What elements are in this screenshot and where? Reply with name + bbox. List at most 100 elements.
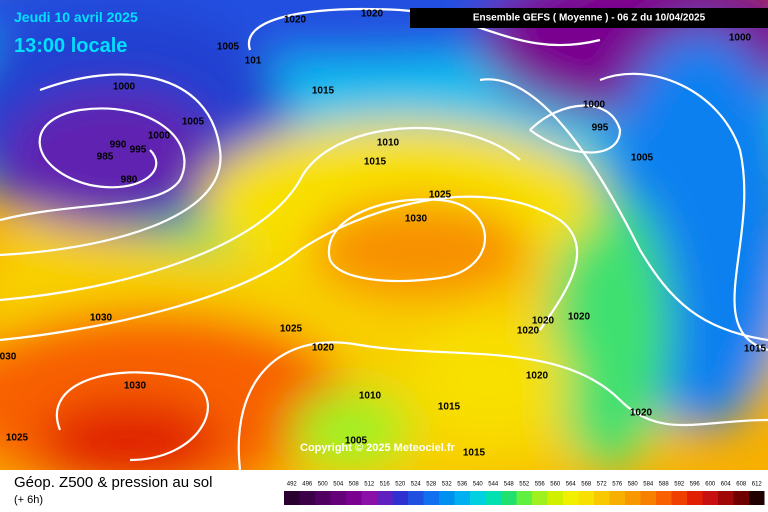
isobar-label: 1015 bbox=[364, 157, 387, 168]
run-info: Ensemble GEFS ( Moyenne ) - 06 Z du 10/0… bbox=[473, 13, 706, 24]
scale-label: 496 bbox=[302, 482, 313, 488]
isobar-label: 1015 bbox=[463, 448, 486, 459]
scale-label: 532 bbox=[442, 482, 453, 488]
scale-cell bbox=[423, 491, 439, 505]
isobar-label: 1005 bbox=[182, 117, 205, 128]
isobar-label: 1020 bbox=[568, 312, 591, 323]
isobar-label: 1020 bbox=[630, 408, 653, 419]
scale-cell bbox=[687, 491, 703, 505]
isobar-label: 1000 bbox=[113, 82, 136, 93]
scale-label: 556 bbox=[535, 482, 546, 488]
isobar-label: 980 bbox=[121, 175, 138, 186]
isobar-label: 1015 bbox=[312, 86, 335, 97]
isobar-label: 1000 bbox=[583, 100, 606, 111]
scale-label: 584 bbox=[643, 482, 654, 488]
scale-label: 564 bbox=[566, 482, 577, 488]
scale-cell bbox=[485, 491, 501, 505]
isobar-label: 1010 bbox=[359, 391, 382, 402]
scale-cell bbox=[671, 491, 687, 505]
scale-cell bbox=[470, 491, 486, 505]
scale-cell bbox=[454, 491, 470, 505]
isobar-label: 1020 bbox=[361, 9, 384, 20]
scale-cell bbox=[315, 491, 331, 505]
isobar-label: 1020 bbox=[517, 326, 540, 337]
isobar-label: 1005 bbox=[631, 153, 654, 164]
isobar-label: 1015 bbox=[744, 344, 767, 355]
isobar-label: 1020 bbox=[312, 343, 335, 354]
scale-cell bbox=[609, 491, 625, 505]
date: Jeudi 10 avril 2025 bbox=[14, 9, 138, 25]
isobar-label: 1005 bbox=[217, 42, 240, 53]
scale-cell bbox=[594, 491, 610, 505]
scale-label: 596 bbox=[690, 482, 701, 488]
scale-cell bbox=[733, 491, 749, 505]
scale-label: 552 bbox=[519, 482, 530, 488]
scale-label: 560 bbox=[550, 482, 561, 488]
isobar-label: 1030 bbox=[90, 313, 113, 324]
scale-label: 544 bbox=[488, 482, 499, 488]
scale-cell bbox=[702, 491, 718, 505]
isobar-label: 1030 bbox=[405, 214, 428, 225]
scale-cell bbox=[284, 491, 300, 505]
isobar-label: 1005 bbox=[345, 436, 368, 447]
scale-label: 500 bbox=[318, 482, 329, 488]
isobar-label: 1020 bbox=[532, 316, 555, 327]
isobars bbox=[0, 7, 768, 470]
scale-label: 520 bbox=[395, 482, 406, 488]
scale-cell bbox=[640, 491, 656, 505]
isobar-label: 1010 bbox=[377, 138, 400, 149]
scale-cell bbox=[346, 491, 362, 505]
isobar-label: 995 bbox=[130, 145, 147, 156]
isobar-label: 1020 bbox=[526, 371, 549, 382]
scale-label: 588 bbox=[659, 482, 670, 488]
scale-cell bbox=[377, 491, 393, 505]
scale-cell bbox=[532, 491, 548, 505]
footer-subtitle: (+ 6h) bbox=[14, 494, 43, 506]
scale-label: 528 bbox=[426, 482, 437, 488]
isobar-label: 990 bbox=[110, 140, 127, 151]
scale-label: 508 bbox=[349, 482, 360, 488]
scale-label: 608 bbox=[736, 482, 747, 488]
scale-label: 572 bbox=[597, 482, 608, 488]
scale-cell bbox=[656, 491, 672, 505]
isobar-label: 101 bbox=[245, 56, 262, 67]
scale-label: 492 bbox=[287, 482, 298, 488]
isobar-label: 1000 bbox=[148, 131, 171, 142]
scale-cell bbox=[718, 491, 734, 505]
scale-cell bbox=[501, 491, 517, 505]
isobar-label: 1025 bbox=[280, 324, 303, 335]
scale-cell bbox=[408, 491, 424, 505]
isobar-label: 1000 bbox=[729, 33, 752, 44]
scale-label: 548 bbox=[504, 482, 515, 488]
isobar-label: 1030 bbox=[124, 381, 147, 392]
scale-cell bbox=[299, 491, 315, 505]
scale-cell bbox=[516, 491, 532, 505]
scale-cell bbox=[361, 491, 377, 505]
run-banner bbox=[410, 8, 768, 28]
scale-label: 512 bbox=[364, 482, 375, 488]
time: 13:00 locale bbox=[14, 35, 127, 57]
scale-label: 592 bbox=[674, 482, 685, 488]
scale-label: 524 bbox=[411, 482, 422, 488]
scale-label: 504 bbox=[333, 482, 344, 488]
scale-label: 604 bbox=[721, 482, 732, 488]
scale-cell bbox=[439, 491, 455, 505]
isobar-label: 1020 bbox=[284, 15, 307, 26]
isobar-label: 030 bbox=[0, 352, 17, 363]
isobar-label: 1025 bbox=[429, 190, 452, 201]
scale-cell bbox=[749, 491, 765, 505]
scale-cell bbox=[330, 491, 346, 505]
footer-title: Géop. Z500 & pression au sol bbox=[14, 474, 212, 491]
scale-label: 568 bbox=[581, 482, 592, 488]
scale-label: 580 bbox=[628, 482, 639, 488]
scale-label: 576 bbox=[612, 482, 623, 488]
map: Copyright © 2025 Meteociel.fr 1020102010… bbox=[0, 0, 768, 470]
scale-label: 516 bbox=[380, 482, 391, 488]
isobar-label: 1025 bbox=[6, 433, 29, 444]
isobar-label: 1015 bbox=[438, 402, 461, 413]
scale-cell bbox=[578, 491, 594, 505]
scale-cell bbox=[547, 491, 563, 505]
scale-cell bbox=[625, 491, 641, 505]
isobar-label: 995 bbox=[592, 123, 609, 134]
